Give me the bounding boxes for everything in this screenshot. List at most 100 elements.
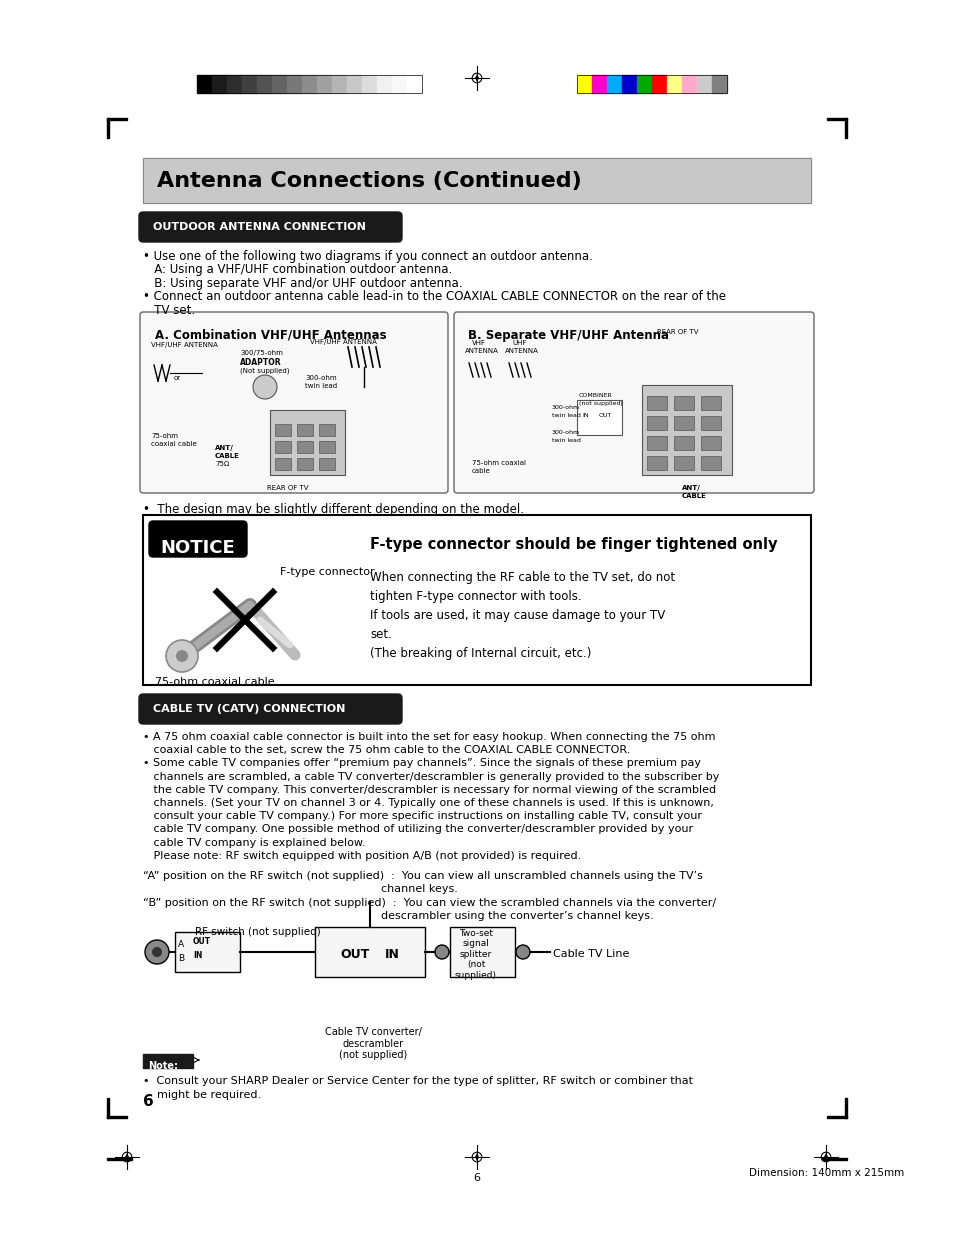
Text: 300/75-ohm: 300/75-ohm (240, 350, 283, 356)
Text: set.: set. (370, 629, 392, 641)
Text: Antenna Connections (Continued): Antenna Connections (Continued) (157, 172, 581, 191)
Text: 300-ohm: 300-ohm (305, 375, 336, 382)
Text: COMBINER: COMBINER (578, 393, 612, 398)
Bar (844, 119, 846, 138)
Text: 75-ohm coaxial: 75-ohm coaxial (472, 459, 525, 466)
FancyBboxPatch shape (139, 694, 401, 724)
Bar (316, 75, 332, 93)
Text: VHF/UHF ANTENNA: VHF/UHF ANTENNA (310, 338, 376, 345)
Bar (274, 424, 291, 436)
Text: VHF/UHF ANTENNA: VHF/UHF ANTENNA (151, 342, 217, 348)
Bar (347, 75, 361, 93)
Bar (256, 75, 272, 93)
Text: NOTICE: NOTICE (160, 538, 235, 557)
Bar (641, 385, 731, 475)
Bar (673, 436, 693, 450)
Text: descrambler using the converter’s channel keys.: descrambler using the converter’s channe… (143, 911, 653, 921)
Text: Two-set
signal
splitter
(not
supplied): Two-set signal splitter (not supplied) (455, 929, 497, 979)
Text: • Connect an outdoor antenna cable lead-in to the COAXIAL CABLE CONNECTOR on the: • Connect an outdoor antenna cable lead-… (143, 290, 725, 304)
Text: B. Separate VHF/UHF Antenna: B. Separate VHF/UHF Antenna (468, 329, 668, 342)
Text: 75-ohm coaxial cable: 75-ohm coaxial cable (154, 677, 274, 687)
Text: ANTENNA: ANTENNA (464, 348, 498, 354)
Polygon shape (125, 1153, 129, 1161)
Text: Note:: Note: (148, 1061, 178, 1071)
Bar (826, 119, 846, 120)
Bar (577, 400, 621, 435)
Bar (711, 75, 726, 93)
Bar (196, 75, 212, 93)
Bar (174, 932, 240, 972)
FancyBboxPatch shape (140, 312, 448, 493)
Bar (646, 456, 666, 471)
Bar (666, 75, 681, 93)
Text: 300-ohm: 300-ohm (552, 405, 579, 410)
Text: twin lead: twin lead (305, 383, 336, 389)
Text: CABLE: CABLE (681, 493, 706, 499)
Bar (332, 75, 347, 93)
Bar (318, 458, 335, 471)
Bar (314, 927, 424, 977)
FancyBboxPatch shape (454, 312, 813, 493)
Bar (143, 515, 810, 685)
Text: coaxial cable to the set, screw the 75 ohm cable to the COAXIAL CABLE CONNECTOR.: coaxial cable to the set, screw the 75 o… (143, 745, 630, 755)
Bar (143, 1053, 193, 1068)
Text: channels. (Set your TV on channel 3 or 4. Typically one of these channels is use: channels. (Set your TV on channel 3 or 4… (143, 798, 713, 808)
Text: • Some cable TV companies offer “premium pay channels”. Since the signals of the: • Some cable TV companies offer “premium… (143, 758, 700, 768)
Bar (407, 75, 421, 93)
Text: TV set.: TV set. (143, 304, 195, 317)
Bar (212, 75, 227, 93)
Bar (318, 424, 335, 436)
Text: tighten F-type connector with tools.: tighten F-type connector with tools. (370, 590, 581, 603)
Text: B: Using separate VHF and/or UHF outdoor antenna.: B: Using separate VHF and/or UHF outdoor… (143, 277, 462, 290)
Text: “B” position on the RF switch (not supplied)  :  You can view the scrambled chan: “B” position on the RF switch (not suppl… (143, 898, 716, 908)
Circle shape (435, 945, 449, 960)
Bar (107, 1098, 109, 1118)
Circle shape (175, 650, 188, 662)
Text: Please note: RF switch equipped with position A/B (not provided) is required.: Please note: RF switch equipped with pos… (143, 851, 580, 861)
Text: F-type connector should be finger tightened only: F-type connector should be finger tighte… (370, 537, 777, 552)
Text: A: A (178, 940, 184, 948)
Bar (681, 75, 697, 93)
Text: channels are scrambled, a cable TV converter/descrambler is generally provided t: channels are scrambled, a cable TV conve… (143, 772, 719, 782)
Text: (Not supplied): (Not supplied) (240, 367, 289, 373)
Text: B: B (178, 953, 184, 963)
Bar (821, 1158, 846, 1160)
Bar (826, 1116, 846, 1118)
Circle shape (152, 947, 162, 957)
Polygon shape (475, 74, 478, 82)
Bar (227, 75, 242, 93)
Bar (296, 441, 313, 453)
Bar (107, 1158, 132, 1160)
Text: ANTENNA: ANTENNA (504, 348, 538, 354)
Text: CABLE: CABLE (214, 453, 239, 459)
Text: RF switch (not supplied): RF switch (not supplied) (194, 927, 320, 937)
Bar (577, 75, 726, 93)
Bar (143, 158, 810, 203)
Text: F-type connector: F-type connector (280, 567, 375, 577)
Text: OUTDOOR ANTENNA CONNECTION: OUTDOOR ANTENNA CONNECTION (152, 222, 366, 232)
Text: Dimension: 140mm x 215mm: Dimension: 140mm x 215mm (748, 1168, 903, 1178)
Bar (296, 458, 313, 471)
Polygon shape (475, 1153, 478, 1161)
Text: twin lead: twin lead (552, 412, 580, 417)
FancyBboxPatch shape (149, 521, 247, 557)
Text: (not supplied): (not supplied) (578, 401, 622, 406)
Text: OUT: OUT (339, 947, 369, 961)
Bar (274, 441, 291, 453)
Bar (606, 75, 621, 93)
Bar (143, 158, 810, 203)
Bar (673, 456, 693, 471)
Bar (700, 436, 720, 450)
Text: (The breaking of Internal circuit, etc.): (The breaking of Internal circuit, etc.) (370, 647, 591, 659)
FancyBboxPatch shape (139, 212, 401, 242)
Bar (700, 416, 720, 430)
Text: UHF: UHF (512, 340, 526, 346)
Text: the cable TV company. This converter/descrambler is necessary for normal viewing: the cable TV company. This converter/des… (143, 784, 716, 795)
Bar (287, 75, 302, 93)
Text: IN: IN (193, 951, 202, 960)
Text: 75-ohm: 75-ohm (151, 433, 178, 438)
Text: consult your cable TV company.) For more specific instructions on installing cab: consult your cable TV company.) For more… (143, 811, 701, 821)
Text: A. Combination VHF/UHF Antennas: A. Combination VHF/UHF Antennas (154, 329, 386, 342)
Bar (450, 927, 515, 977)
Text: 6: 6 (143, 1094, 153, 1109)
